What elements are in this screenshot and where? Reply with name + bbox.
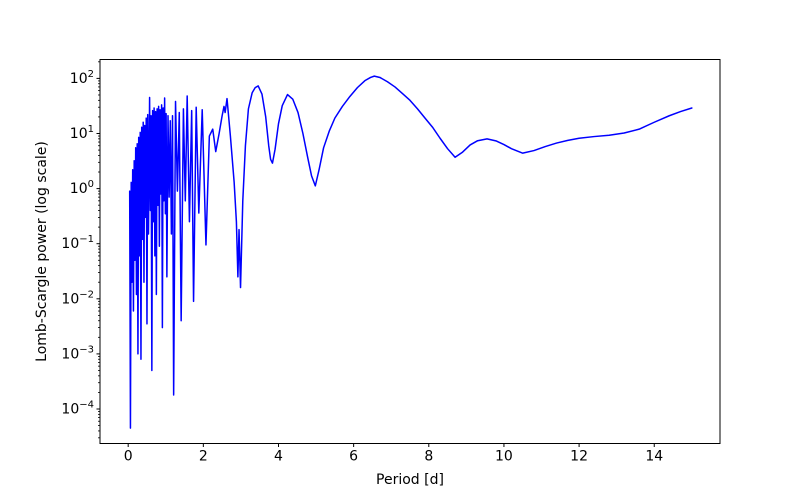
y-axis-label: Lomb-Scargle power (log scale) — [34, 141, 50, 362]
y-tick-label: 10−4 — [61, 400, 94, 418]
y-axis-minor-ticks — [98, 61, 100, 439]
y-tick-label: 101 — [70, 124, 94, 142]
y-tick-label: 10−2 — [61, 289, 94, 307]
x-tick-label: 0 — [124, 449, 133, 465]
x-axis-label: Period [d] — [376, 472, 444, 488]
x-tick-label: 6 — [349, 449, 358, 465]
periodogram-line — [128, 75, 693, 429]
x-tick-label: 14 — [645, 449, 663, 465]
y-tick-label: 100 — [70, 179, 94, 197]
x-tick-label: 2 — [199, 449, 208, 465]
x-tick-label: 8 — [424, 449, 433, 465]
x-axis-ticks: 0 2 4 6 8 10 12 14 — [124, 443, 663, 465]
x-tick-label: 4 — [274, 449, 283, 465]
data-series-group — [128, 75, 693, 429]
x-tick-label: 10 — [495, 449, 513, 465]
y-axis-ticks: 102 101 100 10−1 10−2 10−3 10−4 — [61, 69, 100, 418]
x-tick-label: 12 — [570, 449, 588, 465]
y-tick-label: 10−1 — [61, 234, 94, 252]
y-tick-label: 102 — [70, 69, 94, 87]
y-tick-label: 10−3 — [61, 344, 94, 362]
axes-frame — [99, 59, 721, 444]
